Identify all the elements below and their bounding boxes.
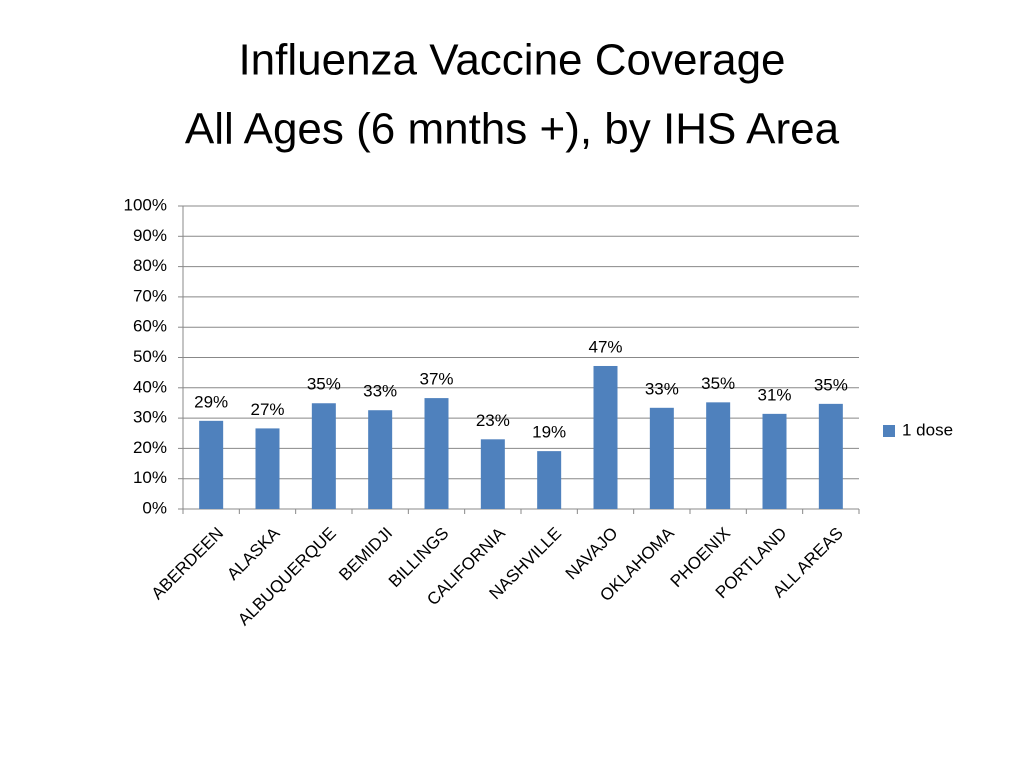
y-tick-label: 60% xyxy=(133,317,167,336)
bar xyxy=(480,439,505,509)
data-label: 23% xyxy=(476,411,510,430)
y-tick-label: 20% xyxy=(133,438,167,457)
data-label: 35% xyxy=(701,374,735,393)
data-label: 33% xyxy=(363,382,397,401)
y-tick-label: 100% xyxy=(124,195,167,214)
data-label: 33% xyxy=(645,379,679,398)
bar xyxy=(593,365,618,509)
x-tick-label: ALBUQUERQUE xyxy=(234,524,340,630)
chart-title: Influenza Vaccine Coverage xyxy=(238,36,785,85)
data-label: 27% xyxy=(250,400,284,419)
data-label: 47% xyxy=(588,337,622,356)
legend-swatch xyxy=(883,425,895,437)
y-tick-label: 70% xyxy=(133,286,167,305)
bar xyxy=(368,410,393,509)
legend-label: 1 dose xyxy=(902,420,953,439)
bar xyxy=(706,402,731,509)
data-label: 35% xyxy=(307,375,341,394)
data-label: 31% xyxy=(757,385,791,404)
y-tick-label: 80% xyxy=(133,256,167,275)
x-tick-label: ABERDEEN xyxy=(148,524,228,604)
data-label: 29% xyxy=(194,392,228,411)
bar xyxy=(818,403,843,509)
bar xyxy=(255,428,280,509)
data-label: 37% xyxy=(419,370,453,389)
bar xyxy=(424,398,449,509)
bar xyxy=(199,420,224,509)
y-tick-label: 0% xyxy=(142,498,167,517)
bar xyxy=(537,451,562,509)
chart-subtitle: All Ages (6 mnths +), by IHS Area xyxy=(185,105,840,154)
bar xyxy=(649,407,674,509)
y-tick-label: 90% xyxy=(133,226,167,245)
data-label: 19% xyxy=(532,423,566,442)
y-tick-label: 50% xyxy=(133,347,167,366)
y-tick-label: 40% xyxy=(133,377,167,396)
bar xyxy=(762,413,787,509)
y-tick-label: 30% xyxy=(133,408,167,427)
data-label: 35% xyxy=(814,375,848,394)
bar xyxy=(311,403,336,509)
y-tick-label: 10% xyxy=(133,468,167,487)
